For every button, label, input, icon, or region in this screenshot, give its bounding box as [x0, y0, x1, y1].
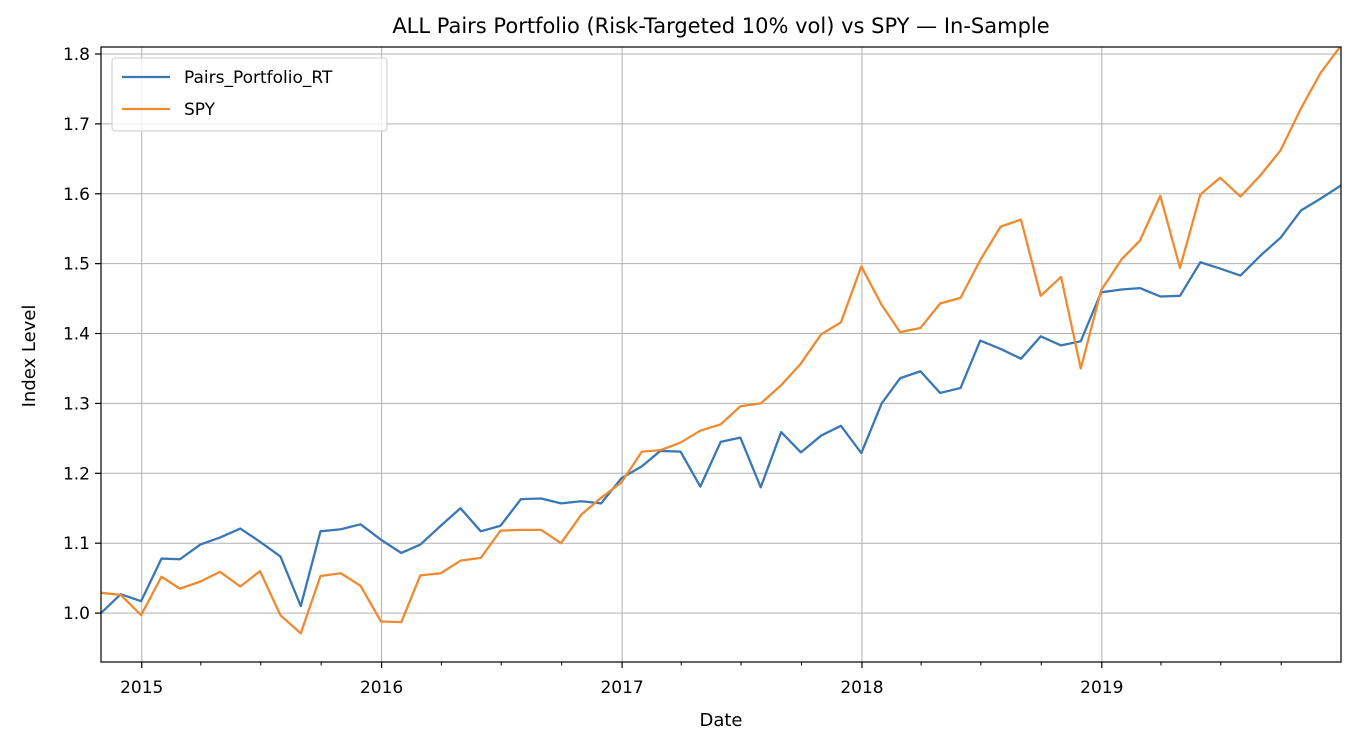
y-tick-label: 1.5 — [63, 255, 90, 275]
legend-label: SPY — [184, 100, 216, 120]
y-tick-label: 1.1 — [63, 534, 90, 554]
legend: Pairs_Portfolio_RT SPY — [111, 57, 388, 132]
x-tick-label: 2019 — [1080, 678, 1123, 698]
legend-box — [111, 57, 388, 132]
x-tick-label: 2015 — [120, 678, 163, 698]
y-tick-label: 1.6 — [63, 185, 90, 205]
x-tick-label: 2018 — [840, 678, 883, 698]
x-tick-label: 2016 — [360, 678, 403, 698]
y-tick-label: 1.8 — [63, 45, 90, 65]
x-tick-label: 2017 — [600, 678, 643, 698]
y-tick-label: 1.0 — [63, 604, 90, 624]
y-axis-title: Index Level — [19, 305, 40, 408]
chart-title: ALL Pairs Portfolio (Risk-Targeted 10% v… — [392, 14, 1049, 38]
x-axis-title: Date — [699, 710, 742, 731]
plot-area-frame — [100, 46, 1342, 663]
y-tick-label: 1.7 — [63, 115, 90, 135]
series-lines — [101, 47, 1341, 635]
series-line-pairs-portfolio-rt — [101, 184, 1341, 615]
x-axis-ticks: 2015 2016 2017 2018 2019 — [120, 662, 1282, 698]
series-line-spy — [101, 47, 1341, 635]
y-tick-label: 1.3 — [63, 394, 90, 414]
legend-label: Pairs_Portfolio_RT — [184, 68, 333, 88]
y-tick-label: 1.4 — [63, 325, 90, 345]
y-axis-ticks: 1.0 1.1 1.2 1.3 1.4 1.5 1.6 1.7 1.8 — [63, 45, 101, 624]
y-tick-label: 1.2 — [63, 464, 90, 484]
